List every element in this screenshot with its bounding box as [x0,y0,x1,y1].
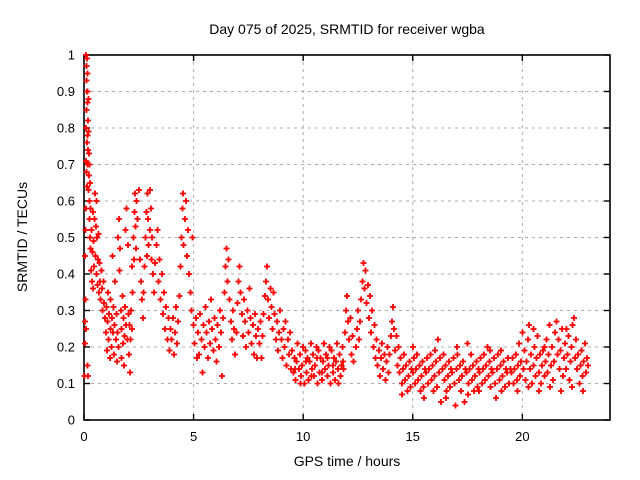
x-tick-label: 20 [515,429,529,444]
x-axis-label: GPS time / hours [293,453,401,469]
chart-title: Day 075 of 2025, SRMTID for receiver wgb… [209,21,485,37]
y-tick-label: 0.3 [57,303,75,318]
x-tick-label: 0 [80,429,87,444]
x-tick-label: 10 [296,429,310,444]
y-tick-label: 0.4 [57,267,75,282]
y-tick-label: 0.9 [57,84,75,99]
plot-border [83,54,611,421]
x-tick-label: 5 [190,429,197,444]
x-tick-label: 15 [406,429,420,444]
y-tick-label: 0 [68,413,75,428]
scatter-points [81,52,591,409]
y-tick-label: 1 [68,48,75,63]
y-tick-label: 0.8 [57,121,75,136]
y-tick-label: 0.6 [57,194,75,209]
y-tick-label: 0.2 [57,340,75,355]
y-tick-label: 0.5 [57,230,75,245]
y-tick-label: 0.7 [57,157,75,172]
y-tick-label: 0.1 [57,376,75,391]
